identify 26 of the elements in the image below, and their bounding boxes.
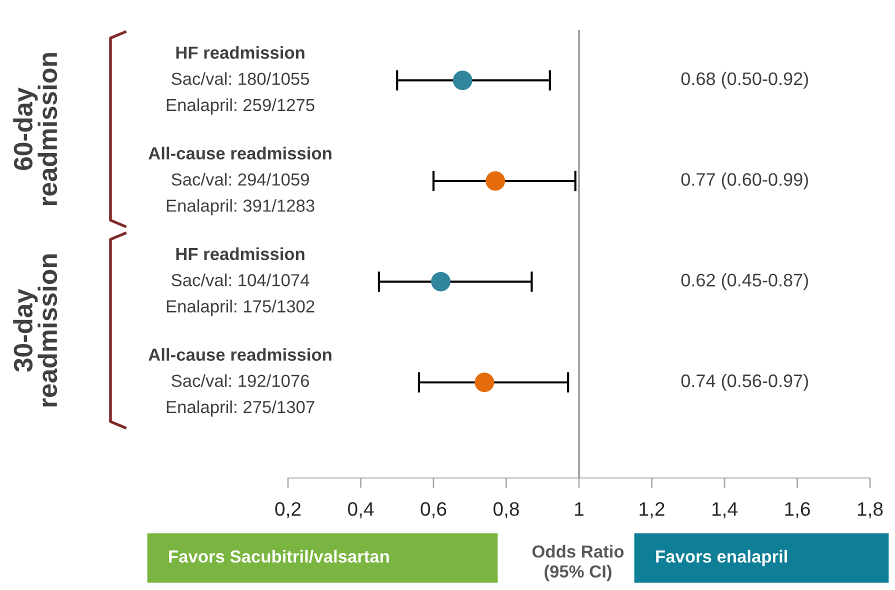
point — [452, 70, 472, 90]
x-tick-label: 0,2 — [275, 502, 301, 518]
x-tick-label: 1,4 — [712, 502, 738, 518]
point — [486, 171, 506, 191]
text: 30-day readmission — [13, 254, 58, 406]
x-tick-label: 1,2 — [640, 502, 664, 518]
y-tick-label: HF readmission Sac/val: 180/1055 Enalapril: 259/1275 — [166, 46, 314, 115]
x-tick-label: 0,4 — [348, 502, 374, 518]
x-tick-label: 1,6 — [785, 502, 810, 518]
point — [431, 272, 450, 292]
text: Favors Sacubitril/valsartan — [169, 550, 389, 563]
y-tick-label: All-cause readmission Sac/val: 294/1059 Enalapril: 391/1283 — [148, 146, 332, 216]
annotation: 0.68 (0.50-0.92) — [681, 72, 808, 89]
x-tick-label: 0,6 — [420, 502, 446, 518]
point — [474, 372, 494, 392]
text: 60-day readmission — [13, 53, 58, 206]
x-tick-label: 1 — [575, 502, 584, 516]
annotation: 0.62 (0.45-0.87) — [681, 273, 808, 290]
x-tick-label: 0,8 — [493, 502, 519, 518]
x-axis-title: Odds Ratio (95% CI) — [532, 544, 624, 582]
text: Favors enalapril — [656, 550, 787, 566]
annotation: 0.74 (0.56-0.97) — [681, 374, 808, 391]
y-tick-label: HF readmission Sac/val: 104/1074 Enalapril: 175/1302 — [166, 247, 314, 316]
annotation: 0.77 (0.60-0.99) — [681, 172, 808, 190]
x-tick-label: 1,8 — [858, 502, 883, 518]
y-tick-label: All-cause readmission Sac/val: 192/1076 Enalapril: 275/1307 — [148, 348, 332, 417]
